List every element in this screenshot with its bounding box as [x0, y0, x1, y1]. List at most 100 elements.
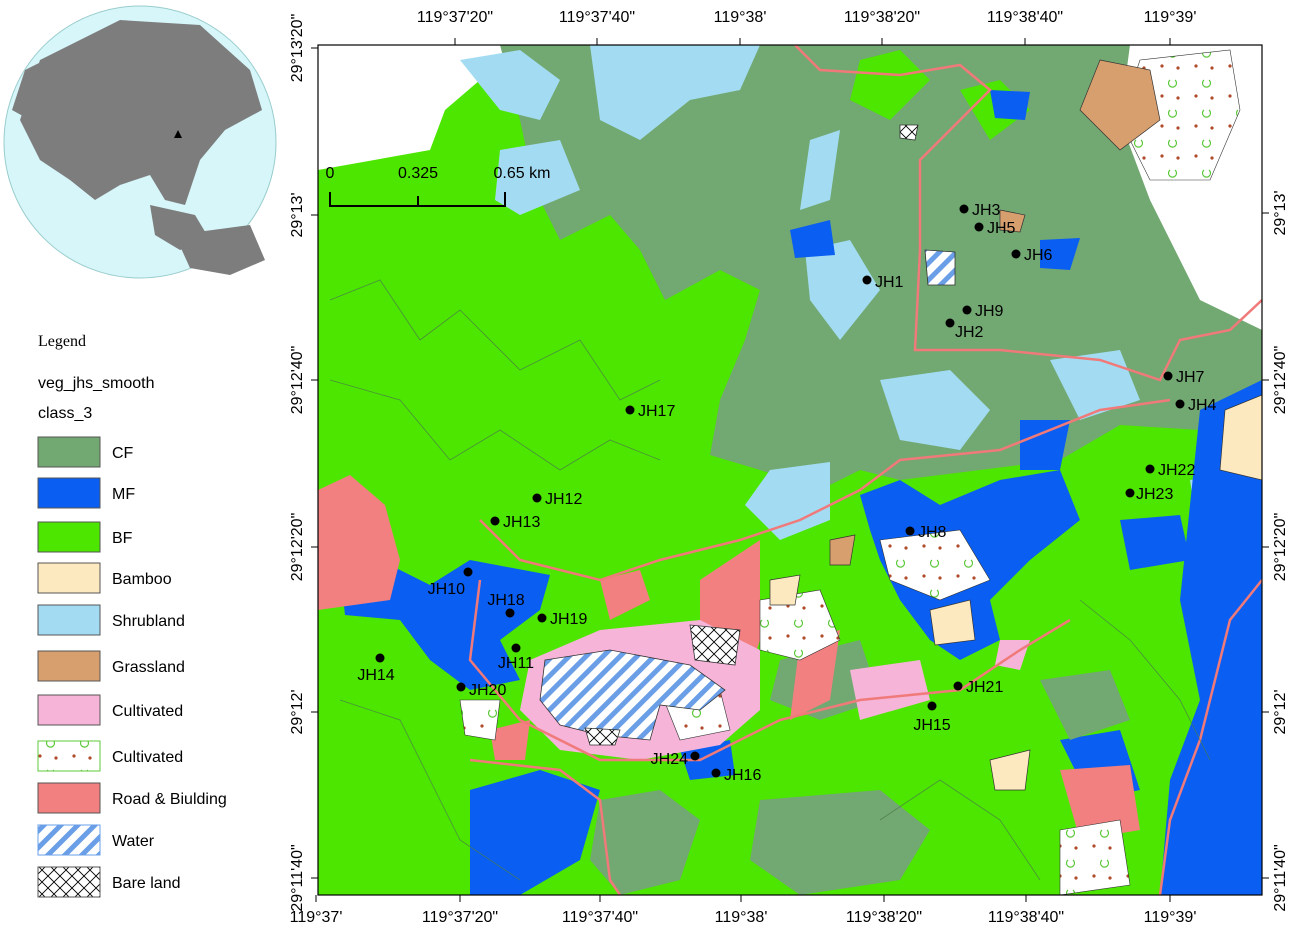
site-label: JH15 [913, 717, 950, 734]
legend-swatch [37, 521, 101, 553]
scale-label: 0.325 [398, 165, 438, 182]
site-label: JH17 [638, 403, 675, 420]
legend-swatch [37, 436, 101, 468]
site-marker [862, 275, 872, 285]
site-label: JH12 [545, 491, 582, 508]
site-label: JH13 [503, 514, 540, 531]
site-marker [711, 768, 721, 778]
legend-swatch [37, 562, 101, 594]
site-marker [490, 516, 500, 526]
map-body [318, 45, 1262, 895]
site-marker [375, 653, 385, 663]
right-tick-label: 29°12'20" [1272, 513, 1289, 582]
scale-label: 0 [326, 165, 335, 182]
legend-swatch [37, 866, 101, 898]
bottom-tick-label: 119°37' [290, 909, 343, 926]
legend-title: Legend [38, 333, 86, 350]
scale-label: 0.65 km [494, 165, 551, 182]
site-label: JH9 [975, 303, 1004, 320]
legend-swatch [37, 740, 101, 772]
top-tick-label: 119°39' [1144, 9, 1197, 26]
site-marker [1145, 464, 1155, 474]
site-marker [1011, 249, 1021, 259]
scale-bar: 0 0.325 0.65 km [326, 165, 551, 207]
left-tick-label: 29°11'40" [289, 844, 306, 911]
legend-label: Grassland [112, 659, 185, 676]
site-label: JH23 [1136, 486, 1173, 503]
bottom-tick-label: 119°38' [715, 909, 768, 926]
top-tick-label: 119°38'20" [844, 9, 920, 26]
legend-swatch [37, 824, 101, 856]
legend-label: Bare land [112, 875, 181, 892]
legend-label: Cultivated [112, 703, 183, 720]
legend-label: Water [112, 833, 155, 850]
globe [3, 5, 277, 279]
site-marker [974, 222, 984, 232]
site-label: JH14 [357, 667, 394, 684]
site-label: JH3 [972, 202, 1001, 219]
bottom-tick-label: 119°39' [1144, 909, 1197, 926]
legend-swatch [37, 694, 101, 726]
left-tick-label: 29°13'20" [289, 14, 306, 83]
site-marker [690, 751, 700, 761]
site-marker [953, 681, 963, 691]
top-tick-label: 119°37'20" [417, 9, 493, 26]
legend-swatch [37, 477, 101, 509]
site-marker [905, 526, 915, 536]
map-frame [317, 44, 1263, 896]
site-marker [927, 701, 937, 711]
legend-label: Cultivated [112, 749, 183, 766]
left-tick-label: 29°12'40" [289, 346, 306, 415]
right-tick-label: 29°11'40" [1272, 844, 1289, 911]
legend-swatch [37, 604, 101, 636]
legend-layer: veg_jhs_smooth [38, 375, 155, 392]
site-marker [962, 305, 972, 315]
site-label: JH6 [1024, 247, 1053, 264]
site-label: JH1 [875, 274, 904, 291]
bottom-tick-label: 119°37'40" [562, 909, 638, 926]
legend-label: Road & Biulding [112, 791, 227, 808]
bottom-tick-label: 119°37'20" [422, 909, 498, 926]
legend-swatch [37, 650, 101, 682]
bottom-tick-label: 119°38'40" [988, 909, 1064, 926]
site-label: JH16 [724, 767, 761, 784]
site-label: JH18 [487, 592, 524, 609]
legend-swatch [37, 782, 101, 814]
site-label: JH5 [987, 220, 1016, 237]
site-marker [505, 608, 515, 618]
site-marker [1125, 488, 1135, 498]
site-marker [456, 682, 466, 692]
site-label: JH8 [918, 524, 947, 541]
site-label: JH4 [1188, 397, 1217, 414]
site-marker [463, 567, 473, 577]
legend-label: BF [112, 530, 133, 547]
right-tick-label: 29°12' [1272, 689, 1289, 734]
site-marker [1163, 371, 1173, 381]
bottom-tick-label: 119°38'20" [846, 909, 922, 926]
legend-label: MF [112, 486, 135, 503]
site-label: JH21 [966, 679, 1003, 696]
site-label: JH11 [498, 655, 534, 672]
top-tick-label: 119°38'40" [987, 9, 1063, 26]
legend-label: Shrubland [112, 613, 185, 630]
site-label: JH24 [651, 751, 688, 768]
site-marker [945, 318, 955, 328]
site-label: JH7 [1176, 369, 1205, 386]
site-marker [1175, 399, 1185, 409]
legend-field: class_3 [38, 405, 92, 422]
top-tick-label: 119°38' [714, 9, 767, 26]
site-marker [537, 613, 547, 623]
top-tick-label: 119°37'40" [559, 9, 635, 26]
site-label: JH10 [428, 581, 465, 598]
right-tick-label: 29°13' [1272, 190, 1289, 235]
site-marker [511, 643, 521, 653]
site-marker [532, 493, 542, 503]
left-tick-label: 29°12'20" [289, 513, 306, 582]
site-marker [959, 204, 969, 214]
site-label: JH20 [469, 682, 506, 699]
right-tick-label: 29°12'40" [1272, 346, 1289, 415]
legend-label: Bamboo [112, 571, 172, 588]
site-label: JH22 [1158, 462, 1195, 479]
left-tick-label: 29°13' [289, 192, 306, 237]
